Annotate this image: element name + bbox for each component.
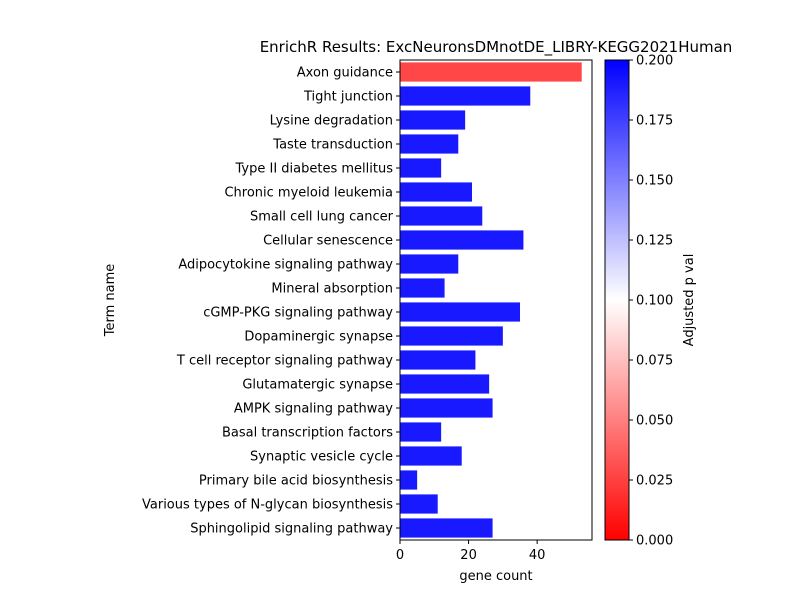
bar (400, 86, 531, 106)
y-tick-label: Synaptic vesicle cycle (250, 450, 393, 465)
colorbar-tick-label: 0.050 (636, 414, 673, 429)
bar (400, 110, 466, 130)
y-tick-label: T cell receptor signaling pathway (176, 354, 393, 369)
bar (400, 302, 520, 322)
y-tick-label: cGMP-PKG signaling pathway (203, 306, 393, 321)
y-tick-label: Primary bile acid biosynthesis (199, 474, 393, 489)
plot-area: Axon guidance Tight junction Lysine degrad… (142, 59, 593, 563)
y-tick-label: AMPK signaling pathway (234, 402, 393, 417)
y-tick-label: Small cell lung cancer (250, 210, 394, 225)
y-tick-label: Lysine degradation (270, 114, 393, 129)
bar (400, 398, 493, 418)
y-axis-title: Term name (103, 264, 118, 338)
colorbar-tick-label: 0.000 (636, 534, 673, 549)
colorbar-tick-label: 0.200 (636, 54, 673, 69)
bar (400, 470, 418, 490)
colorbar: 0.000 0.025 0.050 0.075 0.100 0.125 0.150 0.175… (604, 54, 673, 549)
bar (400, 494, 438, 514)
colorbar-tick-label: 0.025 (636, 474, 673, 489)
bar (400, 206, 483, 226)
y-tick-label: Glutamatergic synapse (242, 378, 393, 393)
bar (400, 254, 459, 274)
bar (400, 326, 503, 346)
y-tick-label: Chronic myeloid leukemia (224, 186, 393, 201)
bar (400, 62, 582, 82)
bar (400, 182, 472, 202)
colorbar-tick-label: 0.125 (636, 234, 673, 249)
y-tick-label: Cellular senescence (263, 234, 393, 249)
y-tick-label: Mineral absorption (271, 282, 393, 297)
bar (400, 446, 462, 466)
bar (400, 374, 490, 394)
y-tick-label: Basal transcription factors (222, 426, 393, 441)
colorbar-tick-label: 0.075 (636, 354, 673, 369)
x-tick-label: 0 (396, 548, 404, 563)
colorbar-tick-label: 0.175 (636, 114, 673, 129)
colorbar-title: Adjusted p val (682, 254, 697, 347)
x-tick-label: 20 (460, 548, 477, 563)
colorbar-gradient (604, 59, 630, 541)
bar (400, 518, 493, 538)
y-tick-label: Taste transduction (272, 138, 393, 153)
y-tick-label: Adipocytokine signaling pathway (178, 258, 393, 273)
bar (400, 350, 476, 370)
y-tick-label: Type II diabetes mellitus (235, 162, 394, 177)
colorbar-tick-label: 0.150 (636, 174, 673, 189)
bar (400, 278, 445, 298)
chart-title: EnrichR Results: ExcNeuronsDMnotDE_LIBRY… (260, 38, 733, 57)
y-tick-label: Tight junction (303, 90, 393, 105)
y-tick-label: Various types of N-glycan biosynthesis (142, 498, 393, 513)
bar (400, 422, 442, 442)
x-tick-label: 40 (529, 548, 546, 563)
y-tick-label: Sphingolipid signaling pathway (190, 522, 393, 537)
plot-frame (399, 59, 593, 541)
bar (400, 134, 459, 154)
bar (400, 158, 442, 178)
y-tick-label: Axon guidance (297, 66, 393, 81)
bar (400, 230, 524, 250)
x-axis-title: gene count (459, 569, 532, 584)
y-tick-label: Dopaminergic synapse (244, 330, 393, 345)
colorbar-tick-label: 0.100 (636, 294, 673, 309)
